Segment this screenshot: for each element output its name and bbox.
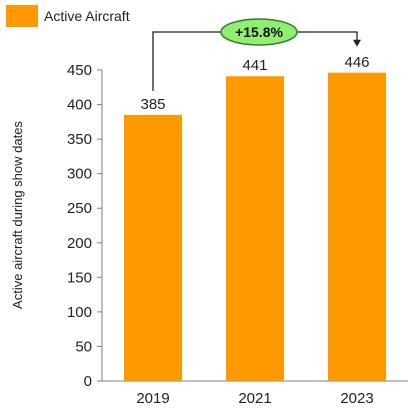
data-label-2023: 446	[344, 54, 369, 71]
bars	[124, 72, 386, 382]
bar-2019	[124, 114, 182, 381]
annotation-arrowhead	[353, 39, 361, 47]
x-tick-labels: 2019 2021 2023	[136, 390, 373, 407]
y-tick-label: 200	[67, 235, 92, 252]
y-ticks: 0 50 100 150 200 250 300 350 400 450	[67, 62, 102, 390]
x-tick-label: 2021	[238, 390, 271, 407]
x-tick-label: 2019	[136, 390, 169, 407]
y-tick-label: 250	[67, 200, 92, 217]
data-label-2019: 385	[140, 96, 165, 113]
legend-swatch	[6, 5, 38, 27]
legend: Active Aircraft	[6, 5, 130, 27]
annotation-text: +15.8%	[235, 24, 283, 40]
legend-label: Active Aircraft	[44, 8, 130, 24]
y-tick-label: 450	[67, 62, 92, 79]
y-tick-label: 0	[84, 373, 92, 390]
y-tick-label: 350	[67, 131, 92, 148]
data-label-2021: 441	[242, 57, 267, 74]
y-tick-label: 50	[75, 338, 92, 355]
y-tick-label: 150	[67, 269, 92, 286]
growth-annotation: +15.8%	[152, 18, 361, 91]
bar-2023	[328, 72, 386, 382]
y-tick-label: 400	[67, 97, 92, 114]
annotation-badge	[220, 18, 298, 46]
y-axis-title: Active aircraft during show dates	[10, 121, 25, 309]
y-tick-label: 100	[67, 304, 92, 321]
bar-2021	[226, 76, 284, 381]
x-tick-label: 2023	[340, 390, 373, 407]
data-labels: 385 441 446	[140, 54, 369, 113]
y-tick-label: 300	[67, 166, 92, 183]
